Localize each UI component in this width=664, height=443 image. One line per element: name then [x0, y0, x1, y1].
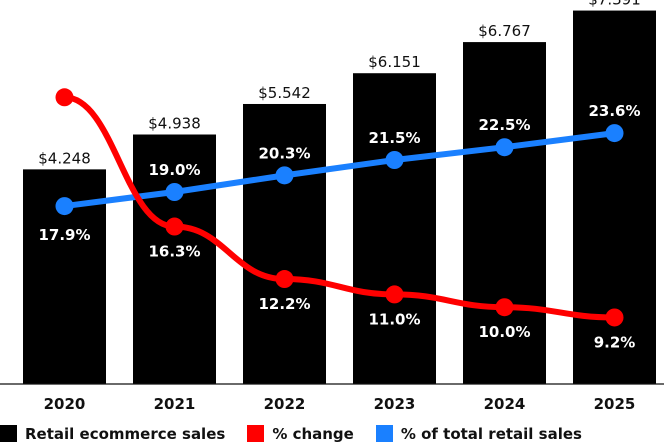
- x-tick-label: 2023: [374, 395, 416, 413]
- chart: $4.248 $4.938 $5.542 $6.151 $6.767 $7.391 26.…: [0, 0, 664, 413]
- x-tick-label: 2025: [594, 395, 636, 413]
- change-value-label: 16.3%: [148, 243, 200, 261]
- line-value-labels: 26.4% 17.9% 16.3% 19.0% 12.2% 20.3% 11.0% 21.5%…: [38, 66, 640, 351]
- share-value-label: 17.9%: [38, 226, 90, 244]
- legend-label-share: % of total retail sales: [400, 424, 582, 443]
- share-point: [55, 197, 74, 216]
- change-point: [385, 285, 404, 304]
- share-value-label: 21.5%: [368, 129, 420, 147]
- legend-swatch-ecommerce: [0, 425, 17, 442]
- share-value-label: 23.6%: [588, 102, 640, 120]
- x-tick-label: 2024: [484, 395, 526, 413]
- bar-2021: [133, 134, 216, 384]
- bar-value-label: $6.767: [478, 22, 531, 40]
- bar-value-labels: $4.248 $4.938 $5.542 $6.151 $6.767 $7.391: [38, 0, 641, 167]
- change-value-label: 9.2%: [594, 333, 636, 351]
- x-tick-label: 2020: [44, 395, 86, 413]
- bar-value-label: $5.542: [258, 84, 311, 102]
- legend-swatch-share: [375, 425, 393, 442]
- legend-item-change: % change: [247, 425, 354, 443]
- legend: Retail ecommerce sales % change % of tot…: [0, 424, 604, 443]
- change-point: [55, 88, 74, 107]
- share-line: [61, 130, 618, 210]
- bar-2025: [573, 10, 656, 385]
- share-point: [605, 124, 624, 143]
- x-tick-label: 2022: [264, 395, 306, 413]
- bar-group: [23, 10, 656, 385]
- change-value-label: 11.0%: [368, 310, 420, 328]
- bar-2023: [353, 73, 436, 384]
- bar-value-label: $6.151: [368, 53, 421, 71]
- change-point: [495, 298, 514, 317]
- share-value-label: 22.5%: [478, 116, 530, 134]
- change-value-label: 10.0%: [478, 323, 530, 341]
- share-point: [385, 151, 404, 169]
- x-tick-label: 2021: [154, 395, 196, 413]
- share-value-label: 19.0%: [148, 161, 200, 179]
- bar-2024: [463, 42, 546, 385]
- change-value-label: 12.2%: [258, 295, 310, 313]
- legend-item-ecommerce: Retail ecommerce sales: [0, 425, 225, 443]
- share-point: [495, 138, 514, 157]
- legend-swatch-change: [247, 425, 265, 442]
- bar-value-label: $4.938: [148, 115, 201, 133]
- legend-label-ecommerce: Retail ecommerce sales: [25, 424, 226, 443]
- line-series-group: [55, 88, 624, 327]
- change-point: [605, 308, 624, 327]
- bar-2022: [243, 103, 326, 384]
- legend-label-change: % change: [272, 424, 354, 443]
- share-point: [165, 183, 184, 201]
- bar-value-label: $7.391: [588, 0, 641, 9]
- share-point: [275, 166, 294, 185]
- change-point: [165, 217, 184, 236]
- change-point: [275, 270, 294, 289]
- legend-item-share: % of total retail sales: [375, 424, 582, 443]
- change-value-label: 26.4%: [38, 66, 90, 84]
- bar-value-label: $4.248: [38, 149, 91, 167]
- x-tick-labels: 2020 2021 2022 2023 2024 2025: [44, 395, 636, 413]
- share-value-label: 20.3%: [258, 144, 310, 162]
